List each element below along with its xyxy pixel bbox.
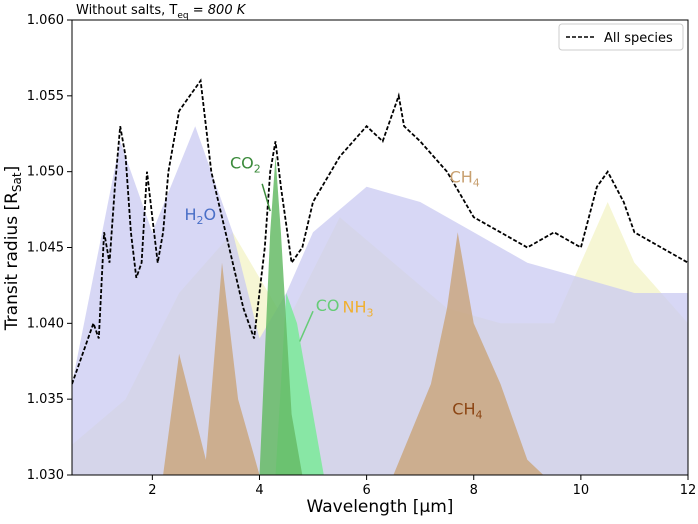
y-axis-label: Transit radius [RSat] [2,166,24,331]
annotation-nh3-3: NH3 [343,298,374,320]
x-tick-label: 8 [470,483,478,498]
area-h2o [72,126,688,475]
x-axis-label: Wavelength [μm] [307,497,454,517]
annotation-co2-1: CO2 [230,154,261,176]
line-all-species [72,78,688,385]
legend-label-all-species: All species [604,31,673,46]
legend: All species [558,23,684,51]
plot-area: H2O CO2 CO NH3 CH4 CH4 [72,78,688,475]
annotation-h2-0: H2O [185,205,217,227]
x-tick-label: 6 [362,483,370,498]
y-tick-label: 1.035 [27,392,64,407]
x-tick-label: 12 [680,483,697,498]
y-tick-label: 1.050 [27,165,64,180]
co-pointer [298,310,314,342]
x-tick-label: 2 [148,483,156,498]
y-tick-label: 1.045 [27,241,64,256]
annotation-ch4-5: CH4 [450,167,480,189]
chart-title: Without salts, Teq = 800 K [76,3,247,21]
area-ch4 [72,232,688,475]
co2-pointer [261,183,271,212]
annotation-co-2: CO [316,296,340,315]
y-tick-label: 1.030 [27,468,64,483]
x-tick-label: 4 [255,483,263,498]
y-axis: 1.030 1.035 1.040 1.045 1.050 1.055 1.060 [27,13,72,483]
x-tick-label: 10 [573,483,590,498]
y-tick-label: 1.060 [27,13,64,28]
annotation-ch4-4: CH4 [452,399,482,421]
y-tick-label: 1.055 [27,89,64,104]
legend-box [558,23,684,51]
area-co2 [259,156,303,475]
x-axis: 2 4 6 8 10 12 [148,475,696,498]
y-tick-label: 1.040 [27,316,64,331]
